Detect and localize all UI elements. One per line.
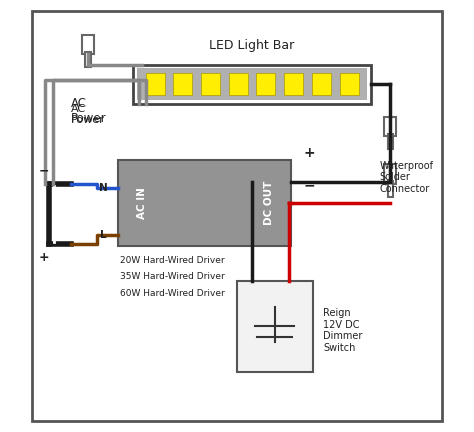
Text: LED Light Bar: LED Light Bar [210, 39, 295, 52]
Text: −: − [38, 164, 49, 177]
Bar [312, 73, 331, 95]
Bar [173, 73, 192, 95]
Text: +: + [38, 251, 49, 264]
Bar [137, 68, 367, 100]
Bar [388, 181, 393, 197]
Bar [384, 117, 396, 136]
Text: 20W Hard-Wired Driver: 20W Hard-Wired Driver [120, 256, 225, 265]
Bar [146, 73, 164, 95]
Bar [201, 73, 220, 95]
Bar [284, 73, 303, 95]
Text: Reign
12V DC
Dimmer
Switch: Reign 12V DC Dimmer Switch [323, 308, 363, 353]
Bar [85, 52, 91, 67]
Bar [384, 164, 396, 184]
Bar [118, 160, 291, 246]
Bar [229, 73, 248, 95]
Bar [133, 65, 371, 104]
Text: −: − [304, 179, 316, 193]
Bar [82, 35, 94, 54]
Text: N: N [99, 183, 108, 193]
Text: DC OUT: DC OUT [264, 181, 274, 225]
Text: AC
Power: AC Power [71, 104, 104, 125]
Bar [388, 134, 393, 149]
Bar [256, 73, 275, 95]
Text: 60W Hard-Wired Driver: 60W Hard-Wired Driver [120, 289, 225, 298]
Bar [340, 73, 359, 95]
Bar [237, 281, 312, 372]
Text: AC
Power: AC Power [71, 97, 106, 125]
Text: +: + [304, 146, 316, 160]
Text: L: L [100, 230, 106, 241]
Text: AC IN: AC IN [137, 187, 147, 219]
Text: Waterproof
Solder
Connector: Waterproof Solder Connector [380, 161, 434, 194]
Text: 35W Hard-Wired Driver: 35W Hard-Wired Driver [120, 272, 225, 281]
